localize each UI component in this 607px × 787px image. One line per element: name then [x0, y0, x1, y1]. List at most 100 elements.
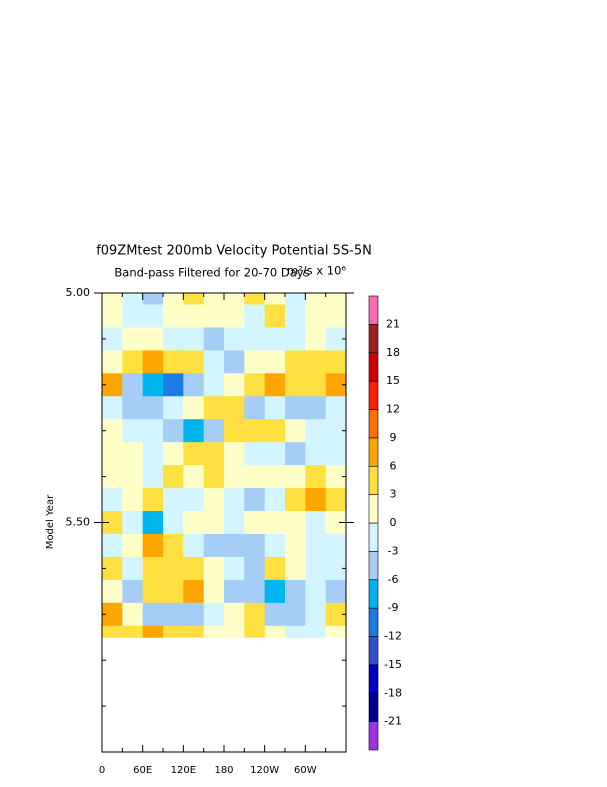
field-cell — [264, 579, 286, 604]
colorbar-box — [368, 494, 379, 524]
colorbar-box — [368, 579, 379, 609]
field-cell — [163, 533, 184, 558]
field-cell — [305, 442, 327, 466]
field-cell — [122, 602, 144, 627]
field-cell — [285, 373, 306, 397]
field-cell — [244, 579, 266, 604]
field-cell — [305, 396, 327, 420]
field-cell — [203, 350, 225, 374]
field-cell — [244, 442, 266, 466]
field-cell — [224, 304, 245, 328]
field-cell — [224, 465, 245, 489]
colorbar-box — [368, 692, 379, 722]
field-cell — [203, 442, 225, 466]
field-cell — [244, 556, 266, 581]
colorbar-label: 12 — [386, 403, 400, 416]
colorbar-label: -18 — [384, 686, 402, 699]
field-cell — [305, 373, 327, 397]
field-cell — [325, 465, 347, 489]
field-cell — [102, 488, 123, 512]
field-cell — [244, 350, 266, 374]
field-cell — [122, 556, 144, 581]
field-cell — [183, 579, 205, 604]
field-cell — [244, 419, 266, 443]
field-cell — [325, 625, 347, 638]
field-cell — [203, 396, 225, 420]
colorbar-label: 18 — [386, 346, 400, 359]
chart-title: f09ZMtest 200mb Velocity Potential 5S-5N — [96, 244, 372, 259]
field-cell — [102, 373, 123, 397]
field-cell — [244, 327, 266, 351]
field-cell — [305, 579, 327, 604]
field-cell — [203, 556, 225, 581]
field-cell — [102, 556, 123, 581]
field-cell — [224, 579, 245, 604]
colorbar-box — [368, 522, 379, 552]
field-cell — [325, 602, 347, 627]
colorbar-box — [368, 721, 379, 751]
y-axis-label: Model Year — [45, 494, 56, 549]
field-cell — [183, 602, 205, 627]
contour-field — [102, 293, 347, 638]
field-cell — [325, 556, 347, 581]
field-cell — [203, 625, 225, 638]
field-cell — [122, 442, 144, 466]
x-tick-label: 60W — [294, 765, 317, 776]
field-cell — [163, 625, 184, 638]
field-cell — [224, 373, 245, 397]
field-cell — [264, 350, 286, 374]
field-cell — [142, 602, 164, 627]
field-cell — [224, 533, 245, 558]
field-cell — [285, 350, 306, 374]
field-cell — [305, 293, 327, 305]
field-cell — [264, 625, 286, 638]
x-tick-label: 0 — [99, 765, 105, 776]
field-cell — [122, 419, 144, 443]
field-cell — [305, 602, 327, 627]
colorbar-box — [368, 409, 379, 439]
field-cell — [325, 350, 347, 374]
field-cell — [305, 304, 327, 328]
field-cell — [203, 304, 225, 328]
field-cell — [305, 625, 327, 638]
x-tick-label: 120E — [171, 765, 196, 776]
field-cell — [203, 465, 225, 489]
colorbar-box — [368, 352, 379, 382]
field-cell — [244, 488, 266, 512]
field-cell — [305, 419, 327, 443]
field-cell — [142, 373, 164, 397]
field-cell — [183, 556, 205, 581]
field-cell — [142, 465, 164, 489]
field-cell — [325, 579, 347, 604]
units-label: m²/s x 10⁶ — [287, 264, 346, 278]
field-cell — [183, 533, 205, 558]
field-cell — [224, 602, 245, 627]
field-cell — [325, 419, 347, 443]
field-cell — [163, 556, 184, 581]
field-cell — [163, 511, 184, 535]
field-cell — [224, 488, 245, 512]
field-cell — [142, 556, 164, 581]
field-cell — [102, 327, 123, 351]
field-cell — [325, 488, 347, 512]
field-cell — [102, 442, 123, 466]
field-cell — [203, 579, 225, 604]
field-cell — [183, 465, 205, 489]
colorbar-box — [368, 551, 379, 581]
field-cell — [305, 465, 327, 489]
field-cell — [325, 304, 347, 328]
colorbar-label: 3 — [390, 488, 397, 501]
field-cell — [183, 304, 205, 328]
colorbar-box — [368, 636, 379, 666]
colorbar-box — [368, 465, 379, 495]
field-cell — [244, 373, 266, 397]
field-cell — [264, 327, 286, 351]
field-cell — [142, 488, 164, 512]
x-tick-label: 60E — [133, 765, 152, 776]
x-tick-label: 120W — [250, 765, 279, 776]
field-cell — [183, 327, 205, 351]
field-cell — [264, 304, 286, 328]
field-cell — [224, 419, 245, 443]
field-cell — [224, 350, 245, 374]
